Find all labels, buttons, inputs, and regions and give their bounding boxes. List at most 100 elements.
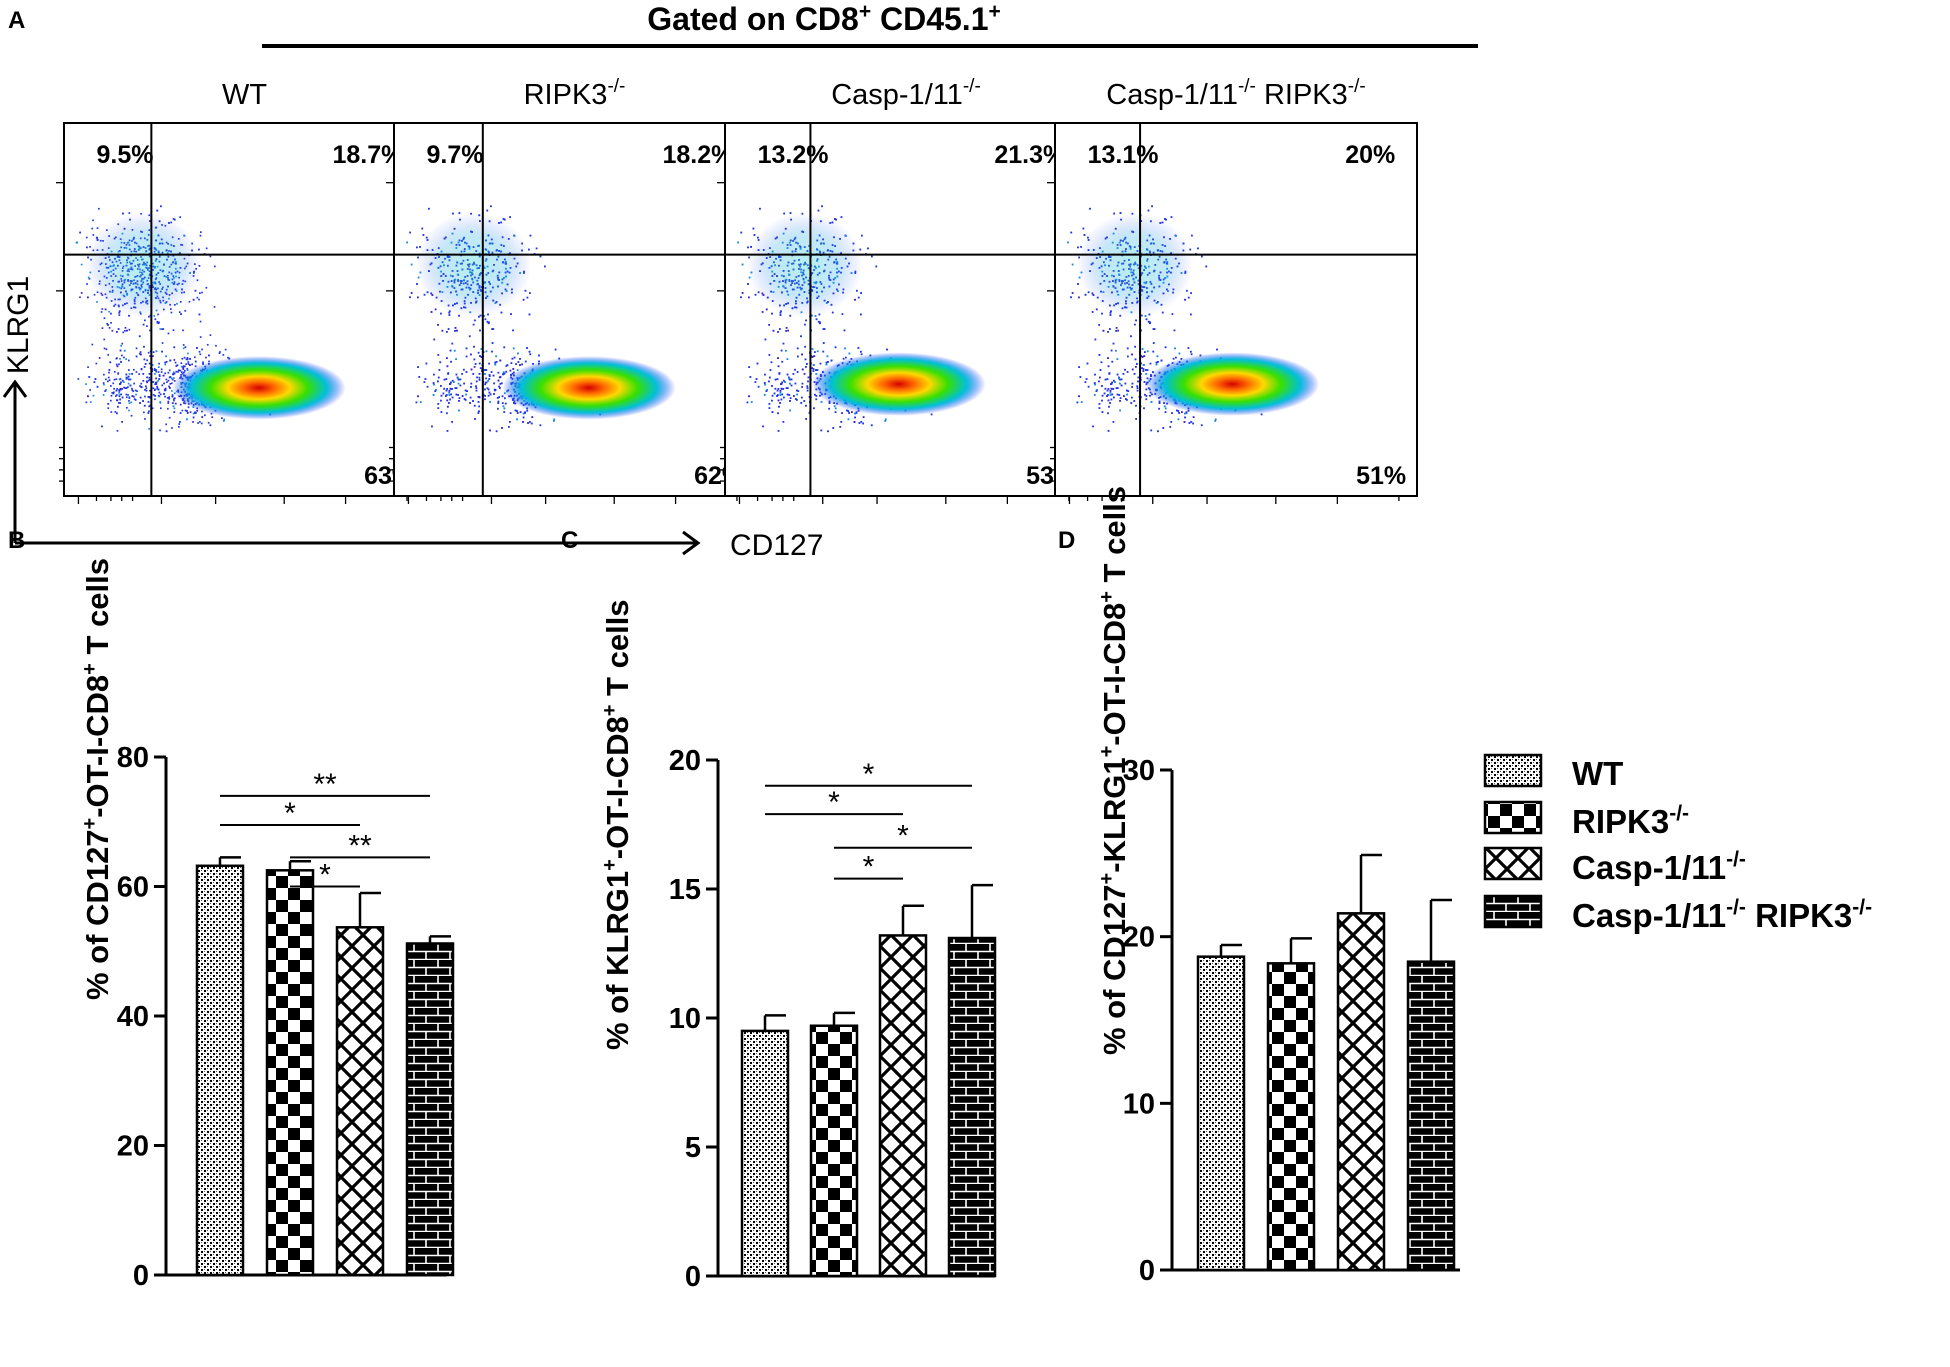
- event-dot: [205, 247, 208, 250]
- event-dot: [144, 363, 147, 365]
- event-dot: [117, 405, 119, 408]
- event-dot: [788, 377, 790, 380]
- event-dot: [171, 427, 173, 429]
- event-dot: [119, 378, 122, 380]
- event-dot: [455, 358, 457, 360]
- event-dot: [154, 398, 156, 401]
- event-dot: [449, 387, 452, 390]
- event-dot: [148, 362, 151, 365]
- event-dot: [765, 390, 768, 392]
- event-dot: [777, 394, 779, 396]
- event-dot: [165, 423, 167, 426]
- event-dot: [121, 388, 123, 390]
- event-dot: [201, 348, 203, 351]
- event-dot: [148, 379, 151, 381]
- event-dot: [777, 399, 780, 402]
- event-dot: [119, 402, 121, 404]
- event-dot: [152, 355, 154, 357]
- event-dot: [514, 409, 517, 412]
- event-dot: [170, 377, 173, 380]
- event-dot: [442, 392, 445, 395]
- event-dot: [96, 301, 98, 303]
- event-dot: [157, 322, 160, 325]
- event-dot: [815, 398, 818, 401]
- event-dot: [777, 430, 780, 432]
- event-dot: [172, 405, 175, 408]
- event-dot: [847, 418, 850, 421]
- event-dot: [796, 389, 798, 392]
- event-dot: [118, 311, 121, 314]
- event-dot: [79, 231, 81, 234]
- event-dot: [806, 389, 809, 392]
- event-dot: [812, 364, 815, 366]
- event-dot: [463, 382, 465, 385]
- event-dot: [176, 364, 179, 366]
- event-dot: [806, 363, 808, 365]
- event-dot: [797, 355, 799, 358]
- event-dot: [192, 412, 195, 415]
- event-dot: [222, 354, 225, 356]
- event-dot: [867, 247, 869, 250]
- event-dot: [128, 369, 130, 371]
- event-dot: [160, 205, 162, 208]
- event-dot: [748, 296, 750, 299]
- event-dot: [522, 412, 525, 415]
- event-dot: [822, 350, 825, 353]
- event-dot: [475, 389, 478, 392]
- event-dot: [132, 390, 135, 393]
- event-dot: [171, 402, 174, 404]
- event-dot: [157, 380, 159, 382]
- event-dot: [486, 387, 489, 390]
- event-dot: [116, 331, 118, 333]
- event-dot: [113, 371, 116, 373]
- event-dot: [146, 381, 148, 384]
- event-dot: [160, 371, 163, 373]
- event-dot: [440, 399, 442, 402]
- event-dot: [740, 296, 742, 299]
- event-dot: [789, 382, 791, 385]
- event-dot: [475, 385, 477, 388]
- event-dot: [489, 429, 491, 432]
- quadrant-upper-left: 13.2%: [758, 141, 829, 169]
- event-dot: [815, 395, 818, 397]
- event-dot: [189, 364, 191, 366]
- event-dot: [179, 369, 182, 372]
- event-dot: [171, 390, 173, 392]
- event-dot: [116, 430, 119, 432]
- event-dot: [153, 369, 156, 371]
- event-dot: [805, 404, 807, 407]
- event-dot: [497, 379, 500, 382]
- event-dot: [158, 378, 161, 380]
- event-dot: [748, 366, 750, 368]
- event-dot: [147, 396, 150, 398]
- panel-label-c: C: [561, 527, 578, 554]
- event-dot: [438, 369, 441, 371]
- event-dot: [156, 385, 158, 388]
- event-dot: [848, 352, 851, 355]
- label-part: RIPK3: [524, 79, 608, 111]
- event-dot: [119, 349, 122, 352]
- event-dot: [779, 311, 782, 314]
- event-dot: [199, 353, 202, 356]
- event-dot: [803, 373, 806, 375]
- event-dot: [128, 409, 130, 412]
- event-dot: [439, 361, 442, 364]
- event-dot: [509, 216, 511, 218]
- event-dot: [177, 369, 180, 371]
- event-dot: [469, 402, 471, 404]
- event-dot: [452, 212, 454, 215]
- event-dot: [456, 377, 459, 380]
- event-dot: [497, 400, 500, 403]
- event-dot: [519, 411, 522, 413]
- event-dot: [806, 385, 809, 388]
- event-dot: [121, 379, 124, 382]
- event-dot: [168, 416, 171, 419]
- event-dot: [179, 412, 182, 414]
- event-dot: [789, 409, 791, 412]
- flow-plots: WT9.5% 18.7%63%RIPK3-/-9.7% 18.2%62%Casp-1…: [56, 76, 1418, 504]
- event-dot: [106, 322, 108, 325]
- event-dot: [511, 357, 514, 360]
- event-dot: [417, 296, 419, 299]
- event-dot: [96, 385, 99, 388]
